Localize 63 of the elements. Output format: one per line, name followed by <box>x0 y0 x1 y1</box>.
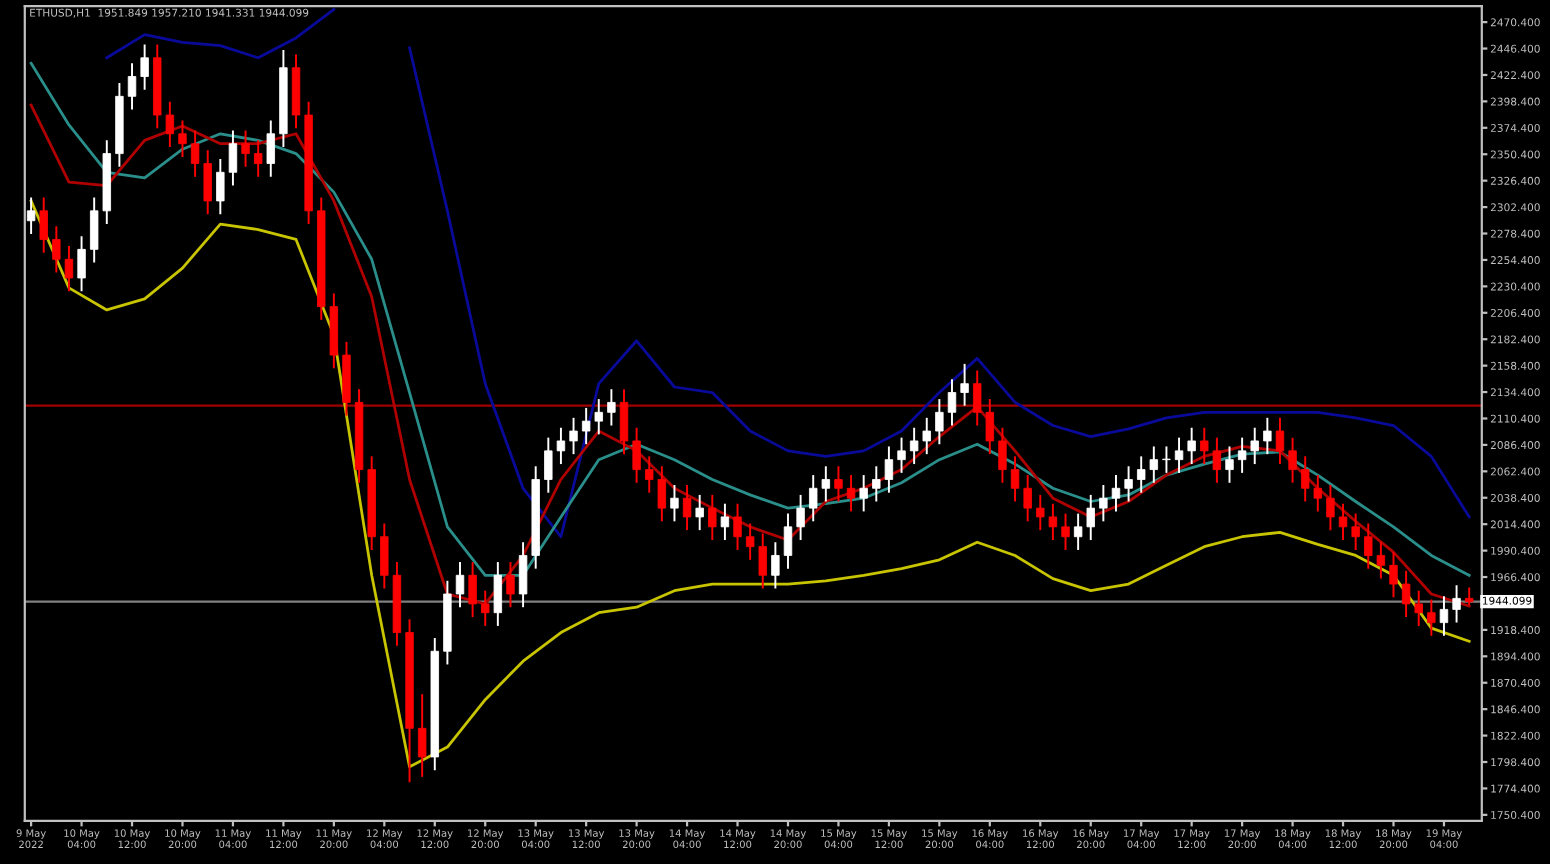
candlestick <box>1010 455 1020 503</box>
candlestick <box>1389 551 1398 599</box>
candlestick <box>481 589 490 627</box>
candlestick <box>796 493 805 542</box>
candlestick <box>897 436 906 474</box>
candlestick <box>506 561 515 609</box>
candlestick <box>935 398 944 446</box>
candlestick <box>455 561 465 609</box>
candlestick <box>720 502 730 542</box>
candlestick <box>1023 474 1032 523</box>
candlestick <box>493 561 503 627</box>
candlestick <box>1174 436 1184 474</box>
candlestick <box>607 388 616 427</box>
candlestick <box>998 426 1007 484</box>
line-series <box>29 199 1471 769</box>
candlestick <box>1187 426 1196 466</box>
candlestick <box>253 139 263 178</box>
candlestick <box>846 474 856 513</box>
candlestick <box>670 484 679 523</box>
candlestick <box>140 43 149 91</box>
candlestick <box>1288 436 1297 484</box>
candlestick <box>834 465 843 503</box>
candlestick <box>77 235 86 293</box>
candlestick <box>1061 512 1070 551</box>
candlestick <box>569 416 578 456</box>
candlestick <box>1452 584 1461 624</box>
candlestick <box>960 362 969 407</box>
candlestick <box>1111 474 1121 513</box>
candlestick <box>291 53 301 130</box>
candlestick <box>228 129 238 187</box>
candlestick <box>1427 598 1436 637</box>
candlestick <box>733 502 742 551</box>
candlestick <box>417 693 427 778</box>
candlestick <box>1351 512 1360 551</box>
candlestick <box>695 493 704 532</box>
candlestick <box>682 484 692 532</box>
candlestick <box>619 388 629 456</box>
candlestick <box>1162 445 1171 474</box>
candlestick <box>26 196 36 235</box>
candlestick <box>216 158 225 216</box>
candlestick <box>64 245 74 293</box>
candlestick <box>1338 502 1348 542</box>
candlestick <box>39 196 48 254</box>
candlestick <box>859 474 868 513</box>
candlestick <box>783 512 793 570</box>
candlestick <box>127 62 137 111</box>
candlestick <box>1124 465 1133 503</box>
candlestick <box>468 561 477 619</box>
candlestick <box>1263 416 1272 456</box>
candlestick <box>342 340 351 417</box>
candlestick <box>1439 595 1449 637</box>
candlestick <box>52 225 61 274</box>
candlestick <box>708 493 717 542</box>
candlestick <box>266 119 275 178</box>
candlestick <box>1275 416 1285 466</box>
candlestick <box>241 129 250 168</box>
candlestick <box>1326 484 1335 532</box>
candlestick <box>947 378 957 427</box>
candlestick <box>178 119 187 158</box>
candlestick <box>771 541 780 590</box>
candlestick <box>1099 484 1108 523</box>
candlestick <box>632 426 641 484</box>
candlestick <box>1225 445 1234 484</box>
